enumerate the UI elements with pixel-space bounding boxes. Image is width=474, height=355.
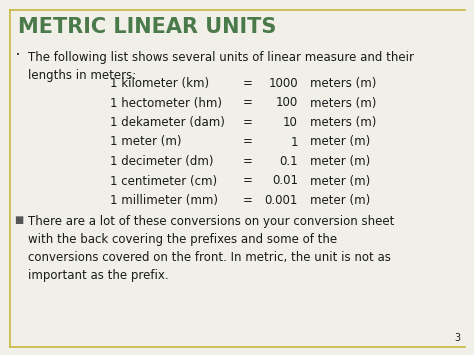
- Text: 100: 100: [276, 97, 298, 109]
- Text: =: =: [243, 77, 253, 90]
- Text: 1 decimeter (dm): 1 decimeter (dm): [110, 155, 213, 168]
- Text: =: =: [243, 175, 253, 187]
- Text: 10: 10: [283, 116, 298, 129]
- Text: =: =: [243, 136, 253, 148]
- Text: •: •: [16, 52, 20, 58]
- Text: 1 kilometer (km): 1 kilometer (km): [110, 77, 209, 90]
- Text: 1 meter (m): 1 meter (m): [110, 136, 182, 148]
- Text: meters (m): meters (m): [310, 116, 376, 129]
- Text: meter (m): meter (m): [310, 175, 370, 187]
- Text: meters (m): meters (m): [310, 97, 376, 109]
- Text: 0.01: 0.01: [272, 175, 298, 187]
- Text: 1 centimeter (cm): 1 centimeter (cm): [110, 175, 217, 187]
- Text: The following list shows several units of linear measure and their
lengths in me: The following list shows several units o…: [28, 51, 414, 82]
- Text: =: =: [243, 116, 253, 129]
- Text: 3: 3: [454, 333, 460, 343]
- Text: 0.001: 0.001: [264, 194, 298, 207]
- Text: =: =: [243, 155, 253, 168]
- Text: 1000: 1000: [268, 77, 298, 90]
- Text: 1 millimeter (mm): 1 millimeter (mm): [110, 194, 218, 207]
- Text: meter (m): meter (m): [310, 136, 370, 148]
- Text: 1 hectometer (hm): 1 hectometer (hm): [110, 97, 222, 109]
- Text: 1: 1: [291, 136, 298, 148]
- Text: METRIC LINEAR UNITS: METRIC LINEAR UNITS: [18, 17, 276, 37]
- Text: meter (m): meter (m): [310, 194, 370, 207]
- Text: There are a lot of these conversions on your conversion sheet
with the back cove: There are a lot of these conversions on …: [28, 215, 394, 282]
- Text: ■: ■: [14, 215, 23, 225]
- Text: meters (m): meters (m): [310, 77, 376, 90]
- Text: 0.1: 0.1: [279, 155, 298, 168]
- Text: =: =: [243, 194, 253, 207]
- Text: 1 dekameter (dam): 1 dekameter (dam): [110, 116, 225, 129]
- Text: =: =: [243, 97, 253, 109]
- Text: meter (m): meter (m): [310, 155, 370, 168]
